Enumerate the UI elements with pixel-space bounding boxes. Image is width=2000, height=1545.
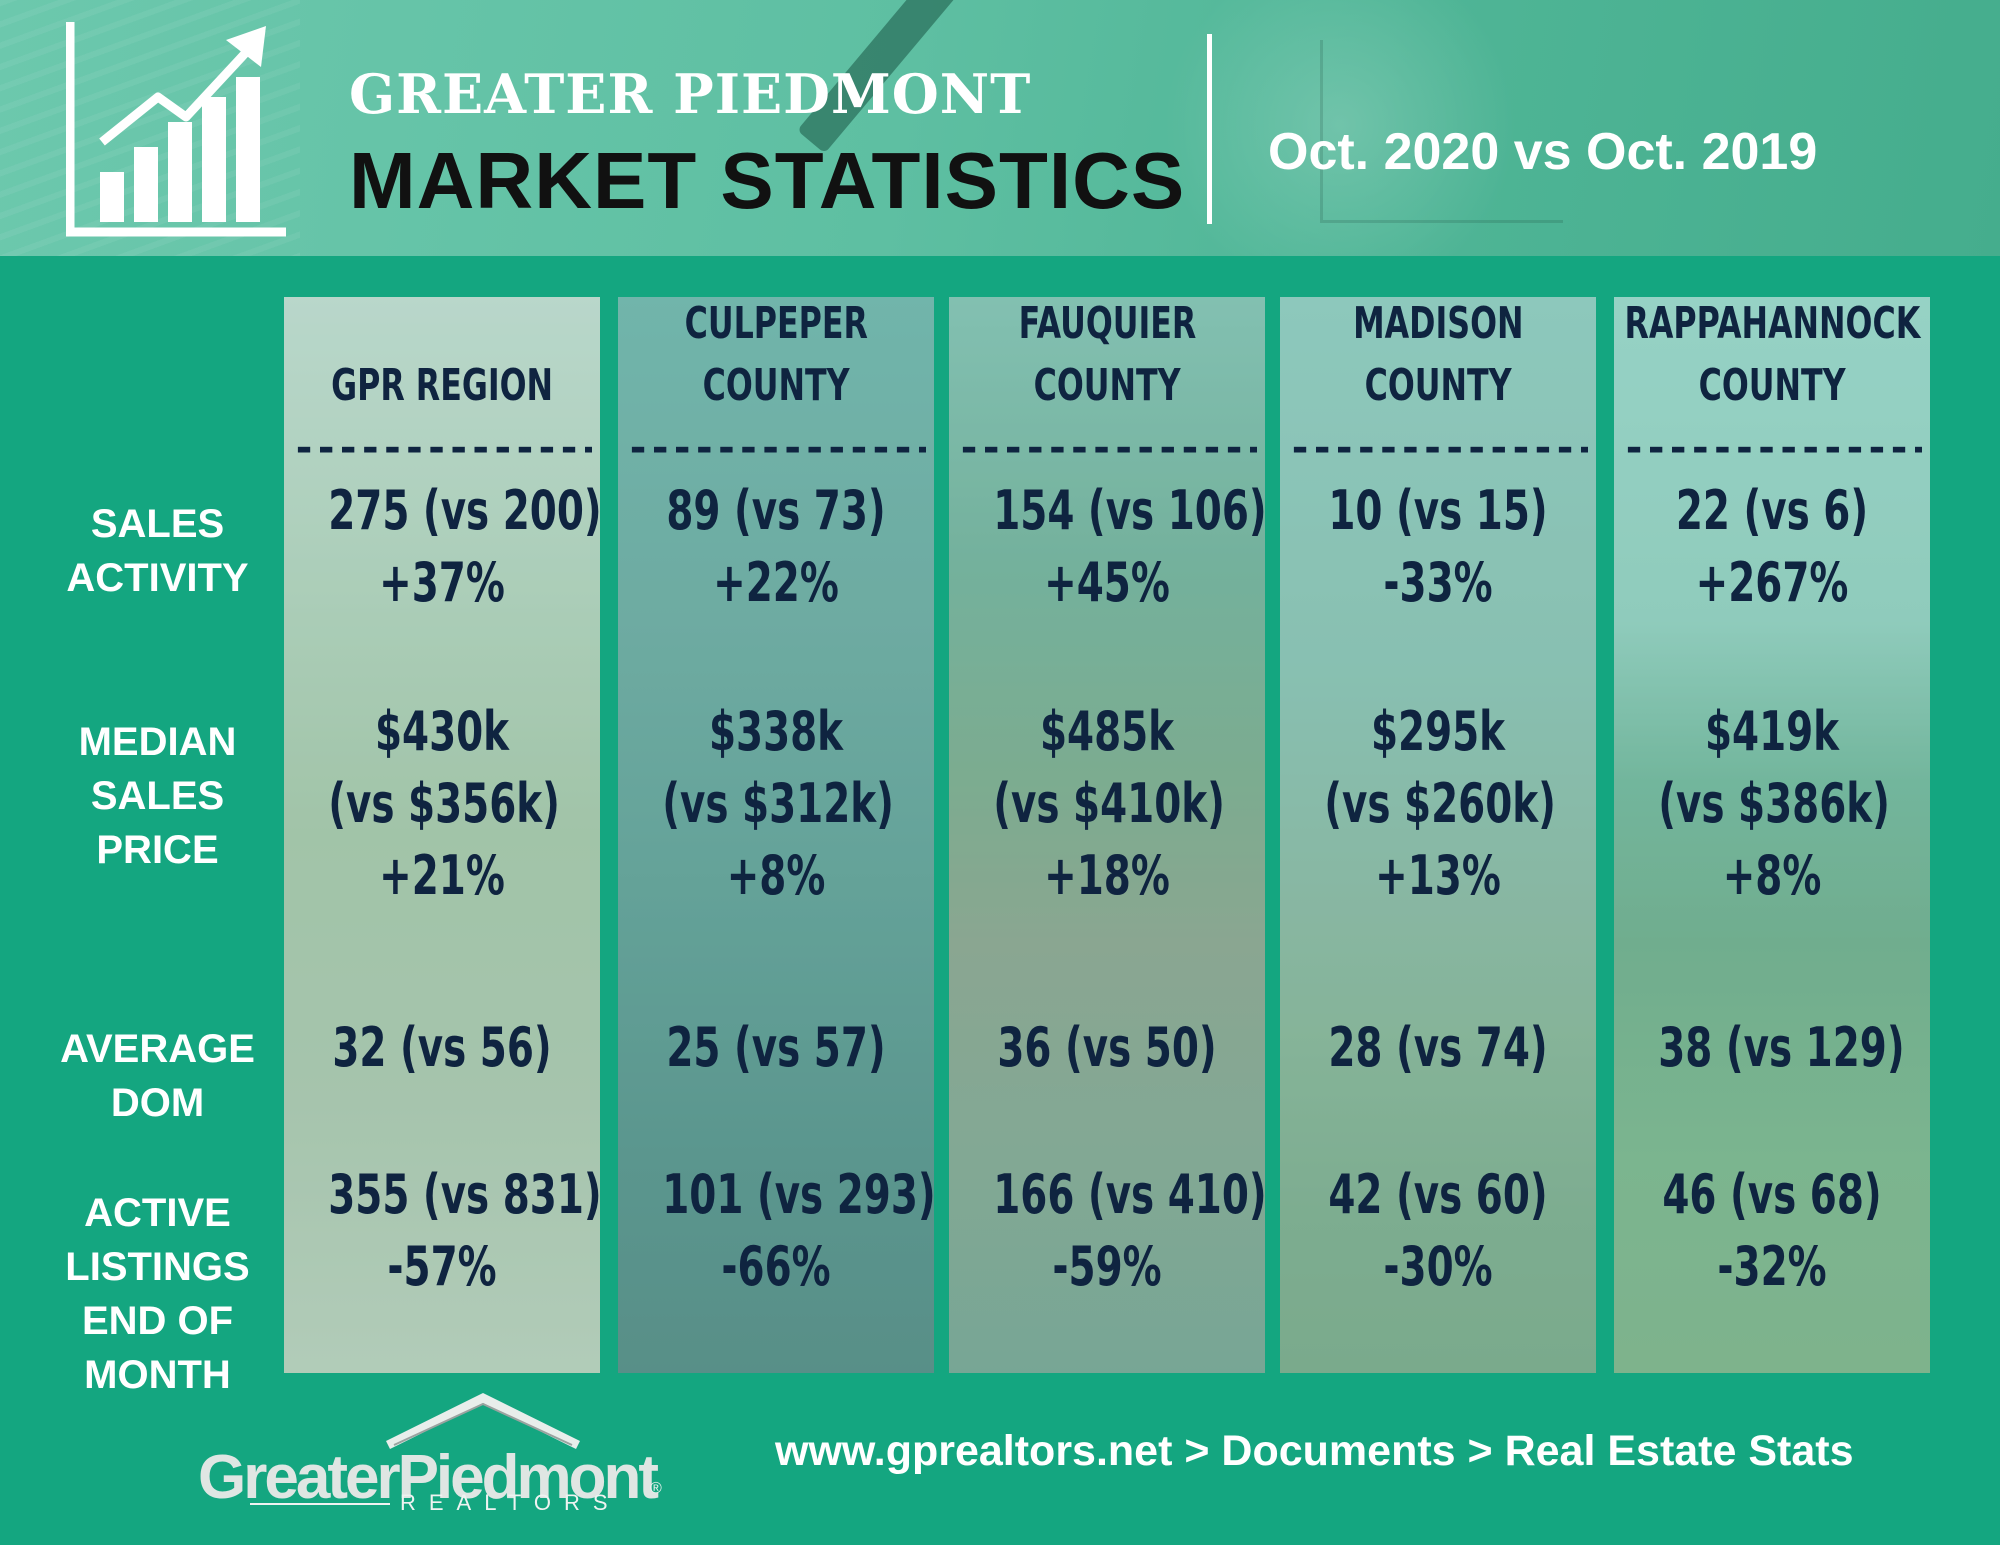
median-sales-price-value: $419k (vs $386k) +8% — [1658, 700, 1890, 907]
header-divider — [1207, 34, 1212, 224]
greater-piedmont-realtors-logo: GreaterPiedmont — [198, 1390, 668, 1520]
column-rappahannock-county: RAPPAHANNOCK COUNTY ----------------- 22… — [1614, 297, 1930, 1373]
divider: ----------------- — [626, 425, 926, 465]
column-gpr-region: GPR REGION ----------------- 275 (vs 200… — [284, 297, 600, 1373]
divider: ----------------- — [1288, 425, 1588, 465]
title-main: MARKET STATISTICS — [349, 136, 1186, 225]
average-dom-value: 32 (vs 56) — [332, 1016, 552, 1079]
row-label-sales-activity: SALES ACTIVITY — [66, 502, 249, 600]
active-listings-value: 46 (vs 68) -32% — [1662, 1163, 1882, 1298]
active-listings-value: 166 (vs 410) -59% — [993, 1163, 1265, 1298]
row-label-median-sales-price: MEDIAN SALES PRICE — [78, 720, 237, 872]
divider: ----------------- — [957, 425, 1257, 465]
sales-activity-value: 275 (vs 200) +37% — [328, 479, 600, 614]
logo-subtext: REALTORS — [400, 1490, 621, 1515]
logo-rule — [250, 1503, 390, 1505]
average-dom-value: 36 (vs 50) — [997, 1016, 1217, 1079]
sales-activity-value: 154 (vs 106) +45% — [993, 479, 1265, 614]
footer-url: www.gprealtors.net > Documents > Real Es… — [775, 1427, 1854, 1475]
sales-activity-value: 89 (vs 73) +22% — [666, 479, 886, 614]
sales-activity-value: 10 (vs 15) -33% — [1328, 479, 1548, 614]
average-dom-value: 38 (vs 129) — [1658, 1016, 1905, 1079]
registered-mark: ® — [650, 1480, 662, 1497]
row-label-active-listings: ACTIVE LISTINGS END OF MONTH — [65, 1191, 250, 1397]
median-sales-price-value: $295k (vs $260k) +13% — [1324, 700, 1556, 907]
barn-pasture-photo — [1280, 297, 1596, 1373]
date-range: Oct. 2020 vs Oct. 2019 — [1268, 123, 1818, 181]
historic-building-photo — [618, 297, 934, 1373]
average-dom-value: 28 (vs 74) — [1328, 1016, 1548, 1079]
column-culpeper-county: CULPEPER COUNTY ----------------- 89 (vs… — [618, 297, 934, 1373]
header-photo-highlight — [1150, 0, 1530, 256]
title-top: GREATER PIEDMONT — [349, 62, 1032, 126]
mountain-meadow-photo — [1614, 297, 1930, 1373]
row-label-average-dom: AVERAGE DOM — [60, 1027, 255, 1125]
column-madison-county: MADISON COUNTY ----------------- 10 (vs … — [1280, 297, 1596, 1373]
header-band: GREATER PIEDMONT MARKET STATISTICS Oct. … — [0, 0, 2000, 256]
logo-wordmark: GreaterPiedmont — [198, 1443, 659, 1512]
column-header: MADISON COUNTY — [1352, 298, 1524, 411]
roof-icon — [386, 1392, 580, 1450]
active-listings-value: 42 (vs 60) -30% — [1328, 1163, 1548, 1298]
average-dom-value: 25 (vs 57) — [666, 1016, 886, 1079]
background-chart-photo — [1320, 40, 1563, 223]
column-header: RAPPAHANNOCK COUNTY — [1624, 298, 1920, 411]
active-listings-value: 101 (vs 293) -66% — [662, 1163, 934, 1298]
divider: ----------------- — [292, 425, 592, 465]
divider: ----------------- — [1622, 425, 1922, 465]
column-header: CULPEPER COUNTY — [684, 298, 868, 411]
sales-activity-value: 22 (vs 6) +267% — [1675, 479, 1869, 614]
median-sales-price-value: $485k (vs $410k) +18% — [993, 700, 1225, 907]
column-fauquier-county: FAUQUIER COUNTY ----------------- 154 (v… — [949, 297, 1265, 1373]
bar-chart-trend-up-icon — [66, 22, 286, 237]
active-listings-value: 355 (vs 831) -57% — [328, 1163, 600, 1298]
column-header: GPR REGION — [331, 360, 553, 411]
column-header: FAUQUIER COUNTY — [1018, 298, 1196, 411]
median-sales-price-value: $430k (vs $356k) +21% — [328, 700, 560, 907]
median-sales-price-value: $338k (vs $312k) +8% — [662, 700, 894, 907]
farm-landscape-photo — [949, 297, 1265, 1373]
neighborhood-aerial-photo — [284, 297, 600, 1373]
